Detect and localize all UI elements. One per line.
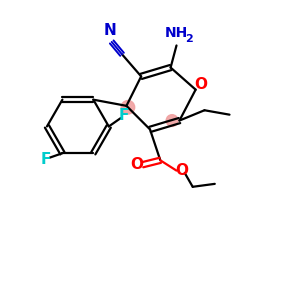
Text: N: N bbox=[104, 22, 117, 38]
Text: F: F bbox=[119, 108, 129, 123]
Text: O: O bbox=[194, 77, 207, 92]
Text: O: O bbox=[175, 163, 188, 178]
Circle shape bbox=[166, 115, 178, 126]
Text: 2: 2 bbox=[185, 34, 193, 44]
Text: O: O bbox=[130, 157, 143, 172]
Text: F: F bbox=[41, 152, 51, 166]
Circle shape bbox=[121, 100, 135, 114]
Text: NH: NH bbox=[165, 26, 188, 40]
